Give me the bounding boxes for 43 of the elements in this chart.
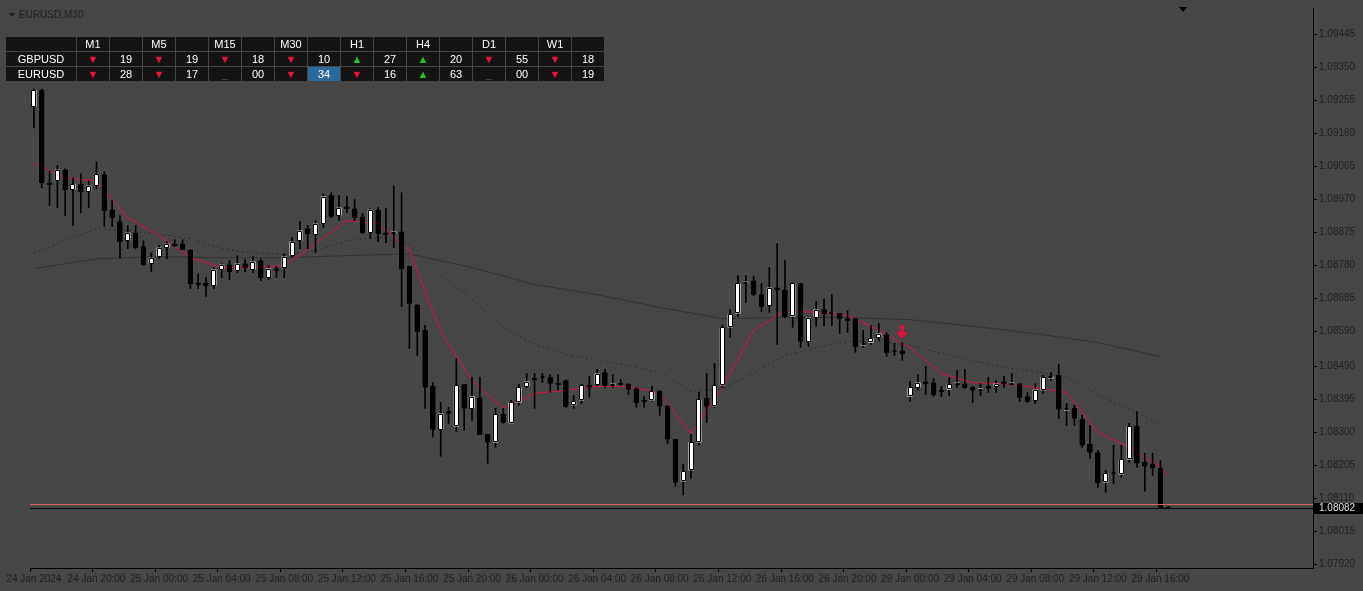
category-label: H4 — [407, 37, 439, 51]
text: ▲ — [417, 53, 429, 65]
text: _ — [485, 68, 493, 80]
text: 20 — [449, 53, 463, 65]
text: 16 — [383, 68, 397, 80]
text: ▼ — [351, 68, 363, 80]
text: 27 — [383, 53, 397, 65]
text: ▲ — [351, 53, 363, 65]
text: 19 — [185, 53, 199, 65]
text: _ — [221, 68, 229, 80]
text: ▲ — [417, 68, 429, 80]
text: 63 — [449, 68, 463, 80]
text: ▼ — [87, 53, 99, 65]
category-label: M30 — [275, 37, 307, 51]
text: ▼ — [219, 53, 231, 65]
text: 28 — [119, 68, 133, 80]
text: 00 — [515, 68, 529, 80]
text: ▼ — [153, 53, 165, 65]
text: ▼ — [87, 68, 99, 80]
category-label: D1 — [473, 37, 505, 51]
text: 55 — [515, 53, 529, 65]
category-label: M5 — [143, 37, 175, 51]
text: 19 — [581, 68, 595, 80]
text: ▼ — [549, 53, 561, 65]
category-label: M15 — [209, 37, 241, 51]
category-label: GBPUSD — [17, 53, 65, 65]
text: ▼ — [549, 68, 561, 80]
category-label: H1 — [341, 37, 373, 51]
text: 18 — [251, 53, 265, 65]
text: ▼ — [285, 68, 297, 80]
text: 17 — [185, 68, 199, 80]
text: ▼ — [285, 53, 297, 65]
text: ▼ — [483, 53, 495, 65]
text: 34 — [317, 68, 331, 80]
category-label: M1 — [77, 37, 109, 51]
ref-line-label: 1.08082 — [1319, 502, 1356, 514]
text: ▼ — [153, 68, 165, 80]
category-label: EURUSD — [17, 68, 65, 80]
text: 10 — [317, 53, 331, 65]
text: 18 — [581, 53, 595, 65]
text: 19 — [119, 53, 133, 65]
text: 00 — [251, 68, 265, 80]
category-label: W1 — [539, 37, 571, 51]
